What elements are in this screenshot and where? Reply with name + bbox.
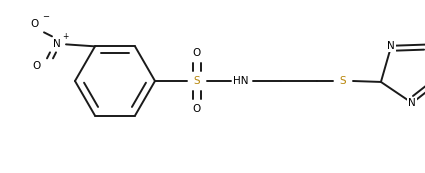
- Text: O: O: [31, 19, 39, 29]
- Text: HN: HN: [233, 76, 249, 86]
- Text: O: O: [193, 48, 201, 58]
- Text: N: N: [388, 41, 395, 51]
- Text: S: S: [340, 76, 346, 86]
- Text: O: O: [33, 61, 41, 71]
- Text: N: N: [53, 39, 61, 49]
- Text: S: S: [194, 76, 200, 86]
- Text: +: +: [62, 32, 68, 41]
- Text: O: O: [193, 104, 201, 114]
- Text: −: −: [42, 12, 49, 21]
- Text: N: N: [408, 98, 416, 108]
